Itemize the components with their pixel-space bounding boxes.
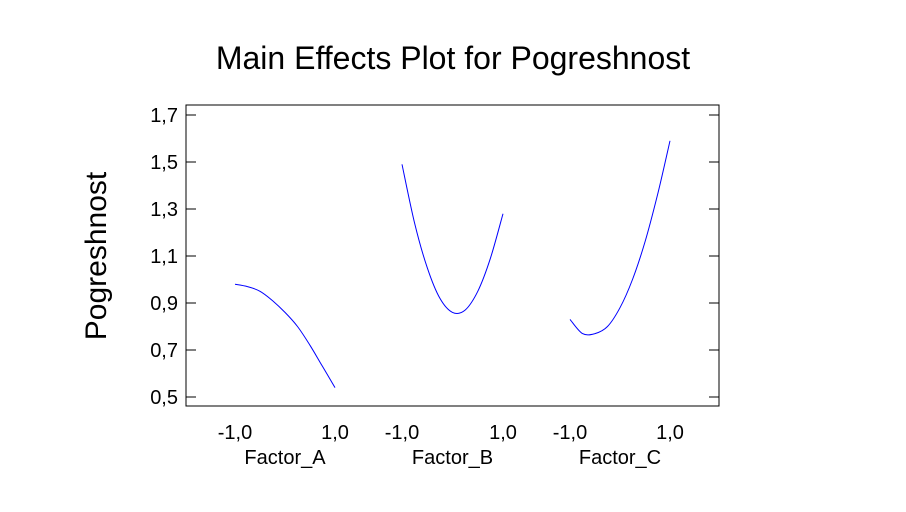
x-tick-label: -1,0 xyxy=(218,422,252,444)
factor-label: Factor_A xyxy=(244,447,326,469)
factor-label: Factor_C xyxy=(579,447,661,469)
y-tick-label: 1,3 xyxy=(150,199,178,221)
x-tick-label: 1,0 xyxy=(321,422,349,444)
y-axis-ticks: 0,5 0,7 0,9 1,1 1,3 1,5 1,7 xyxy=(150,105,719,409)
y-tick-label: 1,7 xyxy=(150,105,178,127)
series-line-factor-b xyxy=(401,164,504,314)
x-tick-label: -1,0 xyxy=(385,422,419,444)
chart-title: Main Effects Plot for Pogreshnost xyxy=(216,40,690,76)
series-line-factor-c xyxy=(569,140,671,336)
x-tick-label: 1,0 xyxy=(656,422,684,444)
factor-label: Factor_B xyxy=(412,447,493,469)
y-axis-label: Pogreshnost xyxy=(80,171,113,340)
y-tick-label: 0,5 xyxy=(150,387,178,409)
y-tick-label: 1,1 xyxy=(150,246,178,268)
panel-factor-a: -1,0 1,0 Factor_A xyxy=(218,283,349,469)
series-line-factor-a xyxy=(234,283,336,388)
panel-factor-c: -1,0 1,0 Factor_C xyxy=(553,140,684,469)
plot-frame xyxy=(185,104,720,407)
x-tick-label: 1,0 xyxy=(489,422,517,444)
y-tick-label: 0,9 xyxy=(150,293,178,315)
y-tick-label: 0,7 xyxy=(150,340,178,362)
x-tick-label: -1,0 xyxy=(553,422,587,444)
panel-factor-b: -1,0 1,0 Factor_B xyxy=(385,164,517,469)
factor-panels: -1,0 1,0 Factor_A -1,0 1,0 Factor_B -1,0 1,0 Fac… xyxy=(218,140,684,469)
y-tick-label: 1,5 xyxy=(150,152,178,174)
